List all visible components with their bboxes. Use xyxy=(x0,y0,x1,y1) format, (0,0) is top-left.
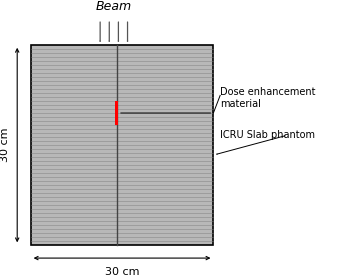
Text: 30 cm: 30 cm xyxy=(105,267,139,277)
Text: ICRU Slab phantom: ICRU Slab phantom xyxy=(220,130,315,140)
Text: Dose enhancement
material: Dose enhancement material xyxy=(220,87,316,109)
Text: Beam: Beam xyxy=(96,0,132,13)
Text: 30 cm: 30 cm xyxy=(0,128,10,162)
Bar xyxy=(31,45,213,245)
Bar xyxy=(115,101,118,125)
